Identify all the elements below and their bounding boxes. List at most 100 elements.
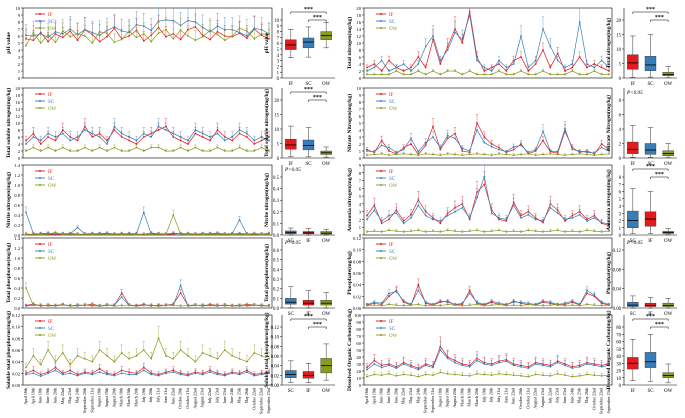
y-tick-label: 5 [359,194,362,199]
data-point [586,151,588,154]
data-point [468,230,471,233]
box-OW [320,300,332,306]
y-tick-label: 2 [277,65,280,70]
y-tick-label: 0.00 [353,306,362,311]
data-point [76,226,79,229]
data-point [549,150,552,152]
data-point [527,66,530,69]
box-SC [627,302,639,307]
data-point [120,304,123,307]
y-tick-label: 0.0 [14,306,20,311]
data-point [608,73,610,76]
legend-label-OW: OW [389,27,398,32]
data-point [142,211,145,214]
box-IF [302,371,315,379]
data-point [476,229,478,232]
data-point [549,73,552,76]
data-point [120,352,123,354]
data-point [446,357,449,360]
data-point [556,372,559,375]
data-point [172,136,175,138]
data-point [69,150,72,152]
data-point [47,305,49,307]
y-tick-label: 14 [356,27,361,32]
data-point [520,304,522,307]
data-point [165,129,167,131]
y-tick-label: 0.08 [613,268,622,273]
y-tick-label: 15 [616,34,621,39]
series-line-SC [25,369,270,377]
data-point [179,349,182,351]
y-tick-label: 1.2 [14,173,20,178]
data-point [402,63,405,65]
date-tick-label: September 22nd [259,388,264,414]
data-point [231,372,234,375]
data-point [231,35,234,37]
date-tick-label: July 20th [489,388,494,403]
data-point [120,38,123,41]
data-point [586,73,588,76]
data-point [483,141,486,144]
data-point [549,301,552,304]
data-point [260,139,263,142]
data-point [476,59,478,62]
data-point [209,139,211,142]
legend-label-SC: SC [48,250,55,255]
data-point [549,365,552,368]
data-point [476,129,478,131]
data-point [505,70,508,72]
data-point [527,70,530,72]
data-point [246,150,248,152]
data-point [527,367,530,370]
y-tick-label: 0.2 [273,211,280,216]
y-tick-label: 4 [277,54,280,59]
data-point [556,59,559,62]
data-point [380,220,383,222]
data-point [120,292,123,294]
series-line-IF [366,283,610,306]
y-tick-label: 20 [616,19,621,24]
data-point [432,218,434,221]
legend-marker-SC [380,250,382,252]
data-point [395,375,398,377]
data-point [84,372,86,375]
date-tick-label: May 25th [237,388,242,403]
data-point [446,214,449,217]
data-point [366,304,368,307]
data-point [461,73,464,76]
y-tick-label: 0 [359,156,362,161]
box-SC [644,352,657,368]
data-point [238,373,241,376]
data-point [194,372,197,375]
y-tick-label: 10 [616,377,621,382]
data-point [179,38,182,41]
x-category-label: SC [647,162,654,167]
data-point [209,371,211,374]
data-point [150,357,153,360]
data-point [25,233,27,236]
data-point [432,125,434,128]
data-point [512,364,515,367]
y-tick-label: 14 [15,107,20,112]
y-tick-label: 0 [359,383,362,388]
data-point [253,374,256,377]
data-point [172,214,175,216]
data-point [454,304,456,306]
x-category-label: SC [288,389,295,394]
date-tick-label: July 21st [496,387,501,402]
date-tick-label: July 23rd [214,388,219,403]
data-point [402,73,405,76]
data-point [549,66,552,69]
y-axis-label: Nitrate Nitrogen(mg/kg) [605,95,612,151]
data-point [446,137,449,140]
data-point [216,33,219,36]
data-point [527,213,530,216]
data-point [76,39,79,42]
data-point [600,221,603,224]
data-point [476,301,478,304]
data-point [424,373,427,376]
data-point [446,49,449,51]
data-point [238,233,241,235]
